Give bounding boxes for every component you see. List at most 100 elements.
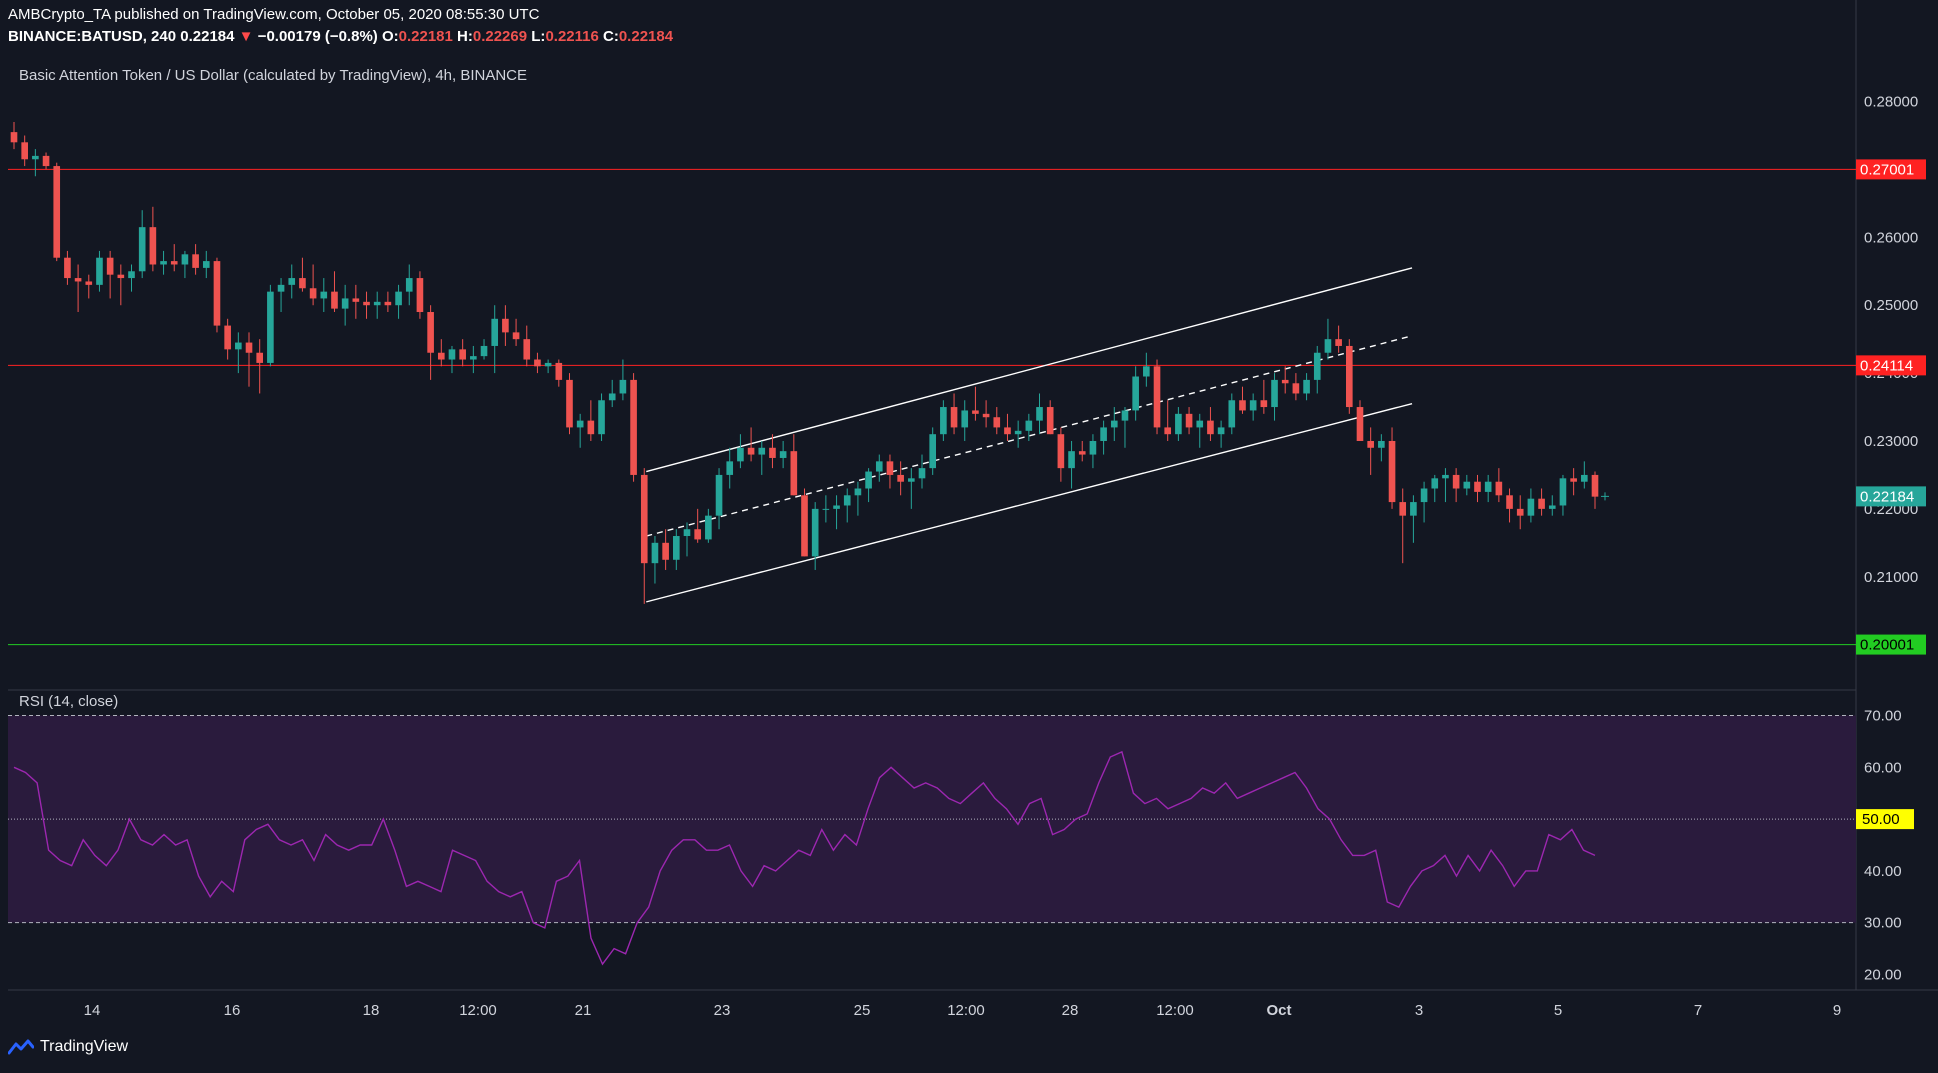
candle-body	[993, 417, 1001, 428]
close-value: 0.22184	[618, 28, 674, 45]
candle-body	[502, 318, 509, 333]
candle-body	[1143, 366, 1150, 377]
candle-body	[1367, 440, 1374, 448]
candle-body	[42, 155, 50, 167]
candle-body	[1581, 474, 1588, 482]
candle-body	[1068, 451, 1075, 469]
candle-body	[811, 508, 819, 557]
rsi-axis-tick-label: 70.00	[1864, 708, 1902, 725]
candle-body	[1260, 400, 1268, 408]
candle-body	[1004, 427, 1011, 435]
price-axis-tick-label: 0.25000	[1864, 297, 1918, 314]
candle-body	[833, 505, 840, 509]
candle-body	[779, 451, 787, 458]
candle-body	[1014, 430, 1022, 435]
candle-body	[662, 542, 669, 560]
candle-body	[1527, 498, 1535, 516]
candle-body	[940, 407, 947, 435]
high-value: 0.22269	[472, 28, 528, 45]
candle-body	[1303, 379, 1310, 394]
last-price-label: 0.22184	[1860, 488, 1914, 505]
candle-body	[1313, 352, 1321, 380]
candle-body	[715, 474, 723, 516]
candle-body	[309, 288, 317, 299]
candle-body	[459, 349, 466, 360]
candle-body	[1175, 413, 1182, 435]
candle-body	[181, 254, 189, 265]
candle-body	[288, 278, 296, 285]
high-label: H:	[457, 28, 473, 45]
candle-body	[1506, 495, 1513, 509]
candle-body	[619, 379, 627, 394]
candle-body	[705, 515, 712, 540]
candle-body	[1196, 420, 1204, 428]
candle-body	[1516, 508, 1524, 516]
rsi-title: RSI (14, close)	[19, 693, 119, 710]
candle-body	[448, 349, 456, 360]
candle-body	[405, 278, 413, 292]
level-price-label: 0.27001	[1860, 161, 1914, 178]
rsi-axis-tick-label: 30.00	[1864, 915, 1902, 932]
candle-body	[608, 393, 616, 401]
level-price-tag	[1856, 355, 1926, 376]
candle-body	[149, 227, 157, 265]
candle-body	[726, 461, 734, 475]
candle-body	[1078, 451, 1086, 455]
candle-body	[277, 284, 285, 292]
publish-info: AMBCrypto_TA published on TradingView.co…	[8, 6, 540, 23]
time-axis-tick-label: 16	[224, 1002, 241, 1019]
candle-body	[534, 359, 541, 367]
time-axis-tick-label: 23	[714, 1002, 731, 1019]
time-axis-tick-label: 18	[363, 1002, 380, 1019]
rsi-axis-tick-label: 60.00	[1864, 759, 1902, 776]
rsi-axis-tick-label: 20.00	[1864, 966, 1902, 983]
candle-body	[470, 356, 477, 360]
candle-body	[1399, 502, 1407, 516]
candle-body	[758, 447, 766, 455]
candle-body	[1057, 434, 1065, 469]
candle-body	[1345, 345, 1353, 408]
time-axis-tick-label: 12:00	[459, 1002, 497, 1019]
candle-body	[918, 468, 926, 479]
time-axis-tick-label: 25	[854, 1002, 871, 1019]
tradingview-logo-icon	[8, 1039, 34, 1055]
level-price-tag	[1856, 159, 1926, 180]
candle-body	[512, 332, 520, 340]
level-price-tag	[1856, 634, 1926, 655]
candle-body	[950, 407, 958, 428]
candle-body	[737, 447, 744, 462]
candle-body	[929, 434, 937, 469]
candle-body	[1100, 427, 1107, 441]
candle-body	[96, 257, 103, 285]
footer-brand[interactable]: TradingView	[8, 1038, 128, 1056]
candle-body	[320, 291, 328, 299]
time-axis-tick-label: 12:00	[1156, 1002, 1194, 1019]
rsi-line	[13, 750, 1596, 966]
level-price-label: 0.20001	[1860, 637, 1914, 654]
candle-body	[694, 529, 701, 540]
down-arrow-icon: ▼	[238, 28, 254, 45]
candle-body	[875, 461, 883, 472]
candle-body	[1121, 410, 1129, 421]
chart-title: Basic Attention Token / US Dollar (calcu…	[19, 67, 528, 84]
candle-body	[897, 474, 904, 482]
symbol-label[interactable]: BINANCE:BATUSD, 240	[8, 28, 177, 45]
level-price-label: 0.24114	[1860, 357, 1913, 374]
candle-body	[683, 529, 691, 537]
rsi-axis-tick-label: 40.00	[1864, 863, 1902, 880]
candle-body	[865, 471, 872, 489]
channel-upper-line	[646, 267, 1413, 473]
candle-body	[224, 325, 231, 350]
candle-body	[843, 495, 851, 506]
candle-body	[961, 410, 969, 428]
candle-body	[416, 278, 424, 313]
candle-body	[1495, 481, 1503, 496]
candle-body	[213, 261, 221, 326]
candle-body	[1538, 498, 1545, 509]
channel-lower-line	[646, 402, 1413, 603]
candle-body	[1378, 440, 1385, 448]
candle-body	[672, 536, 680, 560]
low-label: L:	[531, 28, 546, 45]
candle-body	[491, 318, 499, 346]
